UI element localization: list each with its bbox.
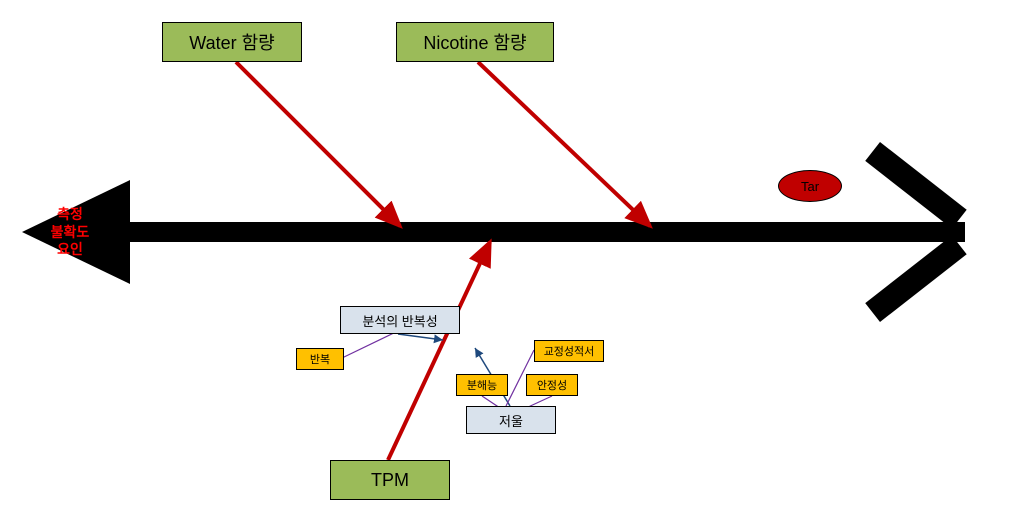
sub-label-repeatability: 분석의 반복성 — [362, 311, 437, 330]
sub-box-repeat: 반복 — [296, 348, 344, 370]
spine-arrow-top — [865, 142, 966, 229]
head-label-line-1: 측정 — [40, 206, 100, 224]
sub-label-stability: 안정성 — [537, 377, 567, 393]
cause-label-nicotine: Nicotine 함량 — [423, 29, 526, 55]
bone-nicotine — [478, 62, 650, 226]
cause-label-water: Water 함량 — [189, 29, 274, 55]
sub-box-cal-cert: 교정성적서 — [534, 340, 604, 362]
sub-label-cal-cert: 교정성적서 — [544, 343, 595, 359]
head-label-line-3: 요인 — [40, 241, 100, 259]
cause-label-tpm: TPM — [371, 470, 409, 491]
diagram-svg-layer — [0, 0, 1010, 514]
sub-label-balance: 저울 — [499, 411, 523, 430]
sub-line-repeat — [342, 330, 400, 358]
effect-label: Tar — [801, 179, 819, 194]
cause-box-nicotine: Nicotine 함량 — [396, 22, 554, 62]
bone-water — [236, 62, 400, 226]
spine-arrow-bottom — [865, 235, 966, 322]
sub-box-balance: 저울 — [466, 406, 556, 434]
sub-arrow-repeatability — [398, 334, 443, 340]
sub-box-stability: 안정성 — [526, 374, 578, 396]
head-label-line-2: 불확도 — [40, 224, 100, 242]
sub-label-repeat: 반복 — [310, 351, 330, 367]
sub-box-resolution: 분해능 — [456, 374, 508, 396]
effect-tar: Tar — [778, 170, 842, 202]
cause-box-tpm: TPM — [330, 460, 450, 500]
sub-box-repeatability: 분석의 반복성 — [340, 306, 460, 334]
sub-label-resolution: 분해능 — [467, 377, 497, 393]
cause-box-water: Water 함량 — [162, 22, 302, 62]
head-label: 측정 불확도 요인 — [40, 206, 100, 259]
fishbone-diagram: 측정 불확도 요인 Tar Water 함량 Nicotine 함량 TPM 분… — [0, 0, 1010, 514]
